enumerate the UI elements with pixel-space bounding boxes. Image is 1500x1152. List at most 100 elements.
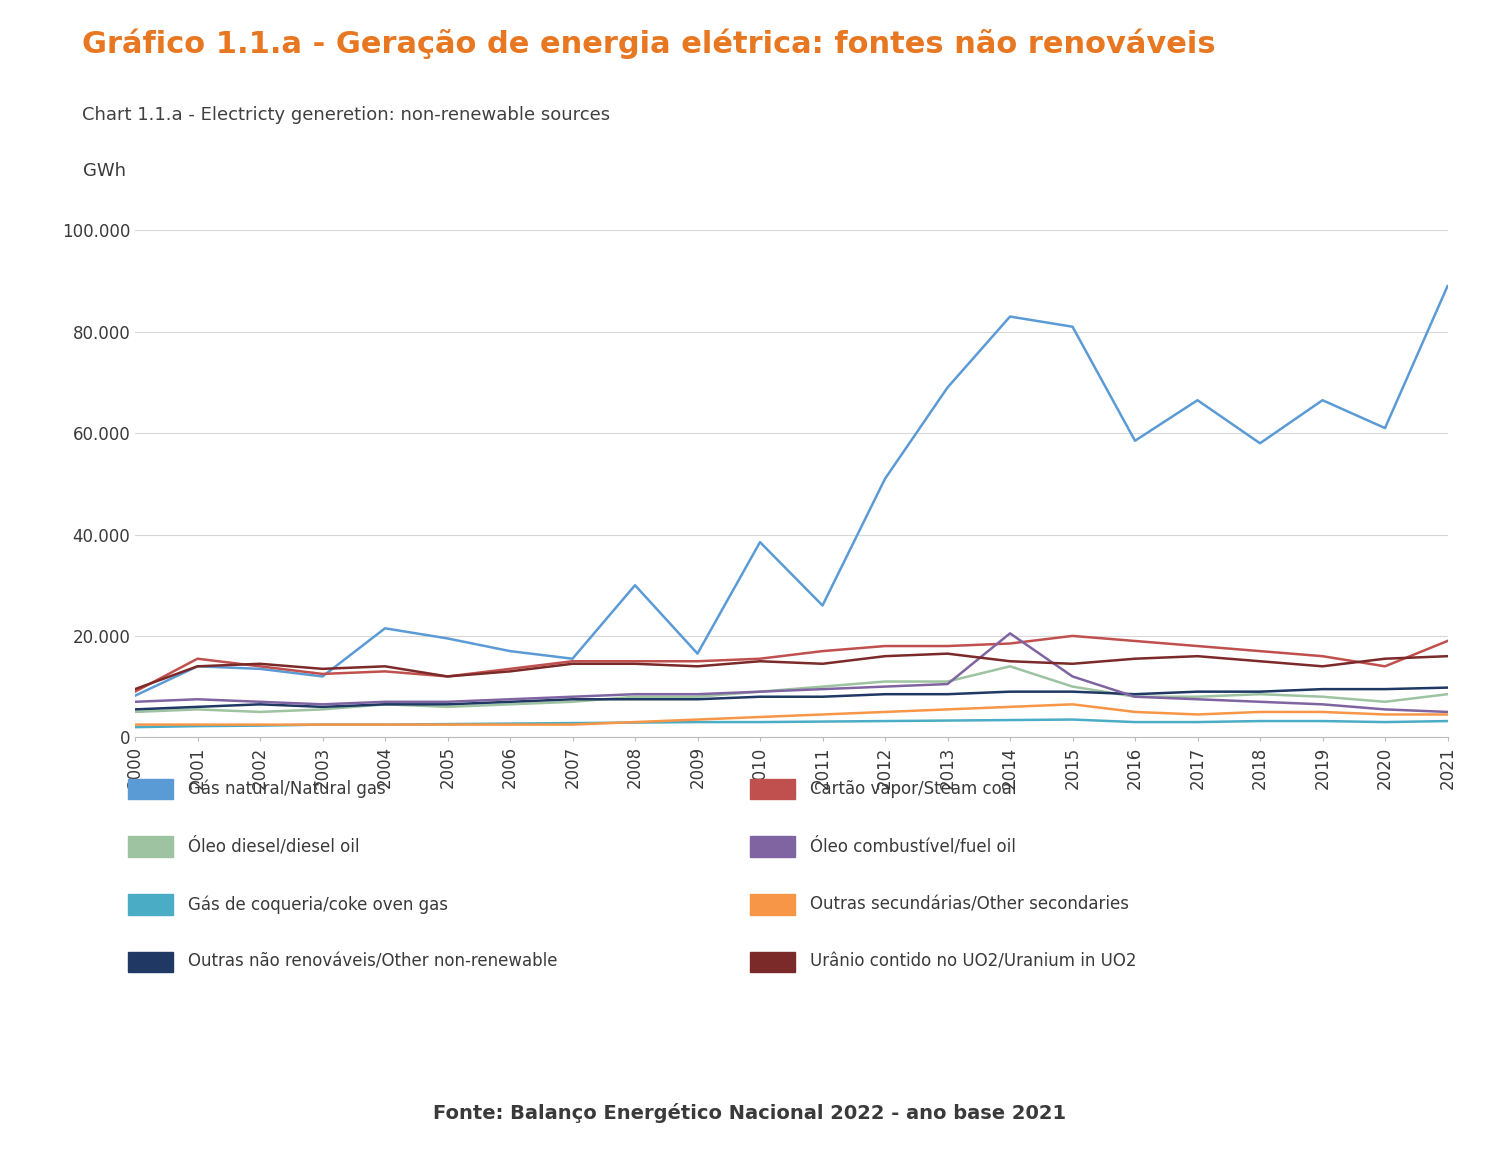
Outras não renováveis/Other non-renewable (1438, 681, 1456, 695)
Text: Urânio contido no UO2/Uranium in UO2: Urânio contido no UO2/Uranium in UO2 (810, 953, 1137, 971)
Gás natural/Natural gas (1064, 320, 1082, 334)
Óleo diesel/diesel oil (126, 705, 144, 719)
Outras não renováveis/Other non-renewable (1314, 682, 1332, 696)
Outras secundárias/Other secondaries (564, 718, 582, 732)
Óleo diesel/diesel oil (939, 675, 957, 689)
Outras não renováveis/Other non-renewable (688, 692, 706, 706)
Gás de coqueria/coke oven gas (1314, 714, 1332, 728)
Urânio contido no UO2/Uranium in UO2 (1376, 652, 1394, 666)
Gás de coqueria/coke oven gas (1251, 714, 1269, 728)
Gás natural/Natural gas (752, 536, 770, 550)
Gás natural/Natural gas (438, 631, 456, 645)
Outras não renováveis/Other non-renewable (1064, 684, 1082, 698)
Gás de coqueria/coke oven gas (876, 714, 894, 728)
Cartão vapor/Steam coal (189, 652, 207, 666)
Óleo combustível/fuel oil (688, 688, 706, 702)
Óleo diesel/diesel oil (251, 705, 268, 719)
Outras não renováveis/Other non-renewable (376, 697, 394, 711)
Gás de coqueria/coke oven gas (126, 720, 144, 734)
Outras secundárias/Other secondaries (688, 713, 706, 727)
Line: Outras não renováveis/Other non-renewable: Outras não renováveis/Other non-renewabl… (135, 688, 1448, 710)
Outras não renováveis/Other non-renewable (126, 703, 144, 717)
Óleo combustível/fuel oil (376, 695, 394, 708)
Outras não renováveis/Other non-renewable (752, 690, 770, 704)
Cartão vapor/Steam coal (1438, 634, 1456, 647)
Outras secundárias/Other secondaries (752, 710, 770, 723)
Outras não renováveis/Other non-renewable (564, 692, 582, 706)
Text: Gás natural/Natural gas: Gás natural/Natural gas (188, 780, 386, 798)
Text: Outras não renováveis/Other non-renewable: Outras não renováveis/Other non-renewabl… (188, 953, 556, 971)
Outras secundárias/Other secondaries (813, 707, 831, 721)
Cartão vapor/Steam coal (564, 654, 582, 668)
Óleo diesel/diesel oil (438, 700, 456, 714)
Óleo combustível/fuel oil (314, 697, 332, 711)
Gás natural/Natural gas (189, 659, 207, 673)
Outras não renováveis/Other non-renewable (1251, 684, 1269, 698)
Outras não renováveis/Other non-renewable (876, 688, 894, 702)
Urânio contido no UO2/Uranium in UO2 (1314, 659, 1332, 673)
Óleo diesel/diesel oil (626, 690, 644, 704)
Outras secundárias/Other secondaries (189, 718, 207, 732)
Óleo diesel/diesel oil (688, 690, 706, 704)
Gás natural/Natural gas (1251, 437, 1269, 450)
Line: Outras secundárias/Other secondaries: Outras secundárias/Other secondaries (135, 704, 1448, 725)
Óleo combustível/fuel oil (564, 690, 582, 704)
Urânio contido no UO2/Uranium in UO2 (189, 659, 207, 673)
Gás de coqueria/coke oven gas (376, 718, 394, 732)
Urânio contido no UO2/Uranium in UO2 (688, 659, 706, 673)
Cartão vapor/Steam coal (314, 667, 332, 681)
Óleo combustível/fuel oil (1126, 690, 1144, 704)
Urânio contido no UO2/Uranium in UO2 (1000, 654, 1018, 668)
Gás de coqueria/coke oven gas (813, 714, 831, 728)
Gás de coqueria/coke oven gas (1000, 713, 1018, 727)
Gás natural/Natural gas (376, 621, 394, 635)
Urânio contido no UO2/Uranium in UO2 (438, 669, 456, 683)
Óleo diesel/diesel oil (564, 695, 582, 708)
Outras secundárias/Other secondaries (1251, 705, 1269, 719)
Outras secundárias/Other secondaries (1064, 697, 1082, 711)
Óleo combustível/fuel oil (438, 695, 456, 708)
Outras secundárias/Other secondaries (501, 718, 519, 732)
Cartão vapor/Steam coal (1376, 659, 1394, 673)
Gás natural/Natural gas (1314, 393, 1332, 407)
Text: Óleo combustível/fuel oil: Óleo combustível/fuel oil (810, 838, 1016, 856)
Urânio contido no UO2/Uranium in UO2 (251, 657, 268, 670)
Urânio contido no UO2/Uranium in UO2 (501, 665, 519, 679)
Cartão vapor/Steam coal (1251, 644, 1269, 658)
Cartão vapor/Steam coal (876, 639, 894, 653)
Cartão vapor/Steam coal (939, 639, 957, 653)
Cartão vapor/Steam coal (376, 665, 394, 679)
Cartão vapor/Steam coal (501, 662, 519, 676)
Gás de coqueria/coke oven gas (1376, 715, 1394, 729)
Outras secundárias/Other secondaries (626, 715, 644, 729)
Óleo diesel/diesel oil (1126, 690, 1144, 704)
Outras não renováveis/Other non-renewable (189, 700, 207, 714)
Gás natural/Natural gas (251, 662, 268, 676)
Gás de coqueria/coke oven gas (501, 717, 519, 730)
Gás natural/Natural gas (314, 669, 332, 683)
Urânio contido no UO2/Uranium in UO2 (626, 657, 644, 670)
Gás de coqueria/coke oven gas (1188, 715, 1206, 729)
Outras secundárias/Other secondaries (1126, 705, 1144, 719)
Gás de coqueria/coke oven gas (314, 718, 332, 732)
Óleo combustível/fuel oil (126, 695, 144, 708)
Text: Gás de coqueria/coke oven gas: Gás de coqueria/coke oven gas (188, 895, 447, 914)
Óleo combustível/fuel oil (752, 684, 770, 698)
Urânio contido no UO2/Uranium in UO2 (876, 650, 894, 664)
Óleo diesel/diesel oil (189, 703, 207, 717)
Cartão vapor/Steam coal (1314, 650, 1332, 664)
Gás de coqueria/coke oven gas (189, 719, 207, 733)
Outras não renováveis/Other non-renewable (501, 695, 519, 708)
Outras secundárias/Other secondaries (1314, 705, 1332, 719)
Outras não renováveis/Other non-renewable (1188, 684, 1206, 698)
Cartão vapor/Steam coal (1064, 629, 1082, 643)
Óleo diesel/diesel oil (1064, 680, 1082, 694)
Gás natural/Natural gas (1126, 434, 1144, 448)
Óleo combustível/fuel oil (1438, 705, 1456, 719)
Gás de coqueria/coke oven gas (939, 713, 957, 727)
Urânio contido no UO2/Uranium in UO2 (752, 654, 770, 668)
Text: Gráfico 1.1.a - Geração de energia elétrica: fontes não renováveis: Gráfico 1.1.a - Geração de energia elétr… (82, 29, 1216, 59)
Óleo combustível/fuel oil (876, 680, 894, 694)
Gás natural/Natural gas (939, 380, 957, 394)
Urânio contido no UO2/Uranium in UO2 (1126, 652, 1144, 666)
